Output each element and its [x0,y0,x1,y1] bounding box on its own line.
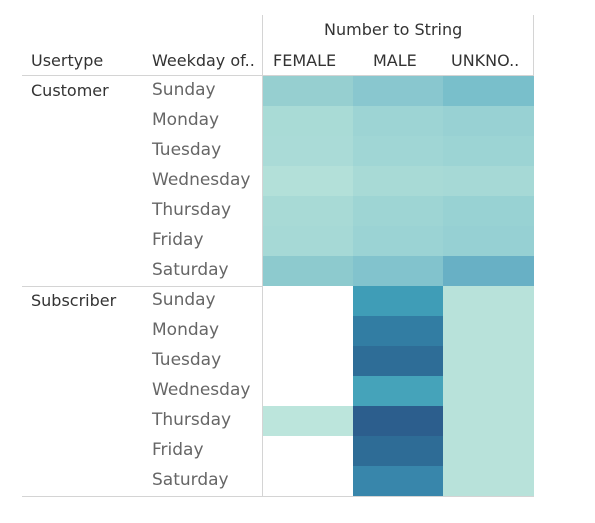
heatmap-cell [443,316,534,346]
row-label-tuesday: Tuesday [152,350,222,370]
heatmap-cell [263,166,353,196]
heatmap-cell [353,196,443,226]
heatmap-cell [443,76,534,106]
heatmap-cell [353,76,443,106]
usertype-header: Usertype [31,51,104,70]
heatmap-cell [353,346,443,376]
heatmap-cell [353,286,443,316]
header-divider-vertical [262,15,263,75]
column-header-female: FEMALE [273,51,337,70]
heatmap-cell [263,76,353,106]
heatmap-cell [443,106,534,136]
heatmap-cell [263,106,353,136]
heatmap-cell [353,316,443,346]
row-label-wednesday: Wednesday [152,380,251,400]
heatmap-cell [353,166,443,196]
group-label-subscriber: Subscriber [31,291,117,310]
group-divider-vertical [262,76,263,286]
heatmap-cell [443,436,534,466]
heatmap-cell [263,226,353,256]
heatmap-cell [443,256,534,286]
heatmap-cell [263,376,353,406]
heatmap-cell [263,406,353,436]
row-label-thursday: Thursday [152,200,232,220]
heatmap-cell [443,466,534,496]
row-label-wednesday: Wednesday [152,170,251,190]
row-label-friday: Friday [152,440,204,460]
heatmap-cell [353,436,443,466]
row-label-saturday: Saturday [152,260,229,280]
heatmap-cell [263,316,353,346]
heatmap-cell [353,406,443,436]
heatmap-cell [443,196,534,226]
heatmap-cell [443,136,534,166]
heatmap-cell [263,346,353,376]
heatmap-cell [263,196,353,226]
heatmap-cell [353,466,443,496]
heatmap-cell [353,226,443,256]
column-header-title: Number to String [324,20,463,39]
row-label-sunday: Sunday [152,80,216,100]
heatmap-cell [263,256,353,286]
column-header-unknown: UNKNO.. [451,51,520,70]
heatmap-cell [353,256,443,286]
header-bottom-rule [22,75,534,76]
group-bottom-rule [22,496,534,497]
heatmap-cell [263,436,353,466]
heatmap-cell [263,136,353,166]
row-label-friday: Friday [152,230,204,250]
heatmap-cell [443,346,534,376]
heatmap-cell [353,376,443,406]
heatmap-cell [353,136,443,166]
heatmap-cell [443,286,534,316]
column-header-male: MALE [373,51,417,70]
row-label-tuesday: Tuesday [152,140,222,160]
row-label-thursday: Thursday [152,410,232,430]
row-label-saturday: Saturday [152,470,229,490]
weekday-header: Weekday of.. [152,51,255,70]
heatmap-cell [443,376,534,406]
heatmap-cell [263,466,353,496]
heatmap-cell [443,166,534,196]
heatmap-cell [443,406,534,436]
group-divider-vertical [262,286,263,496]
row-label-monday: Monday [152,320,220,340]
row-label-monday: Monday [152,110,220,130]
group-label-customer: Customer [31,81,109,100]
row-label-sunday: Sunday [152,290,216,310]
column-header-right-edge [533,15,534,75]
heatmap-cell [443,226,534,256]
heatmap-cell [353,106,443,136]
heatmap-cell [263,286,353,316]
